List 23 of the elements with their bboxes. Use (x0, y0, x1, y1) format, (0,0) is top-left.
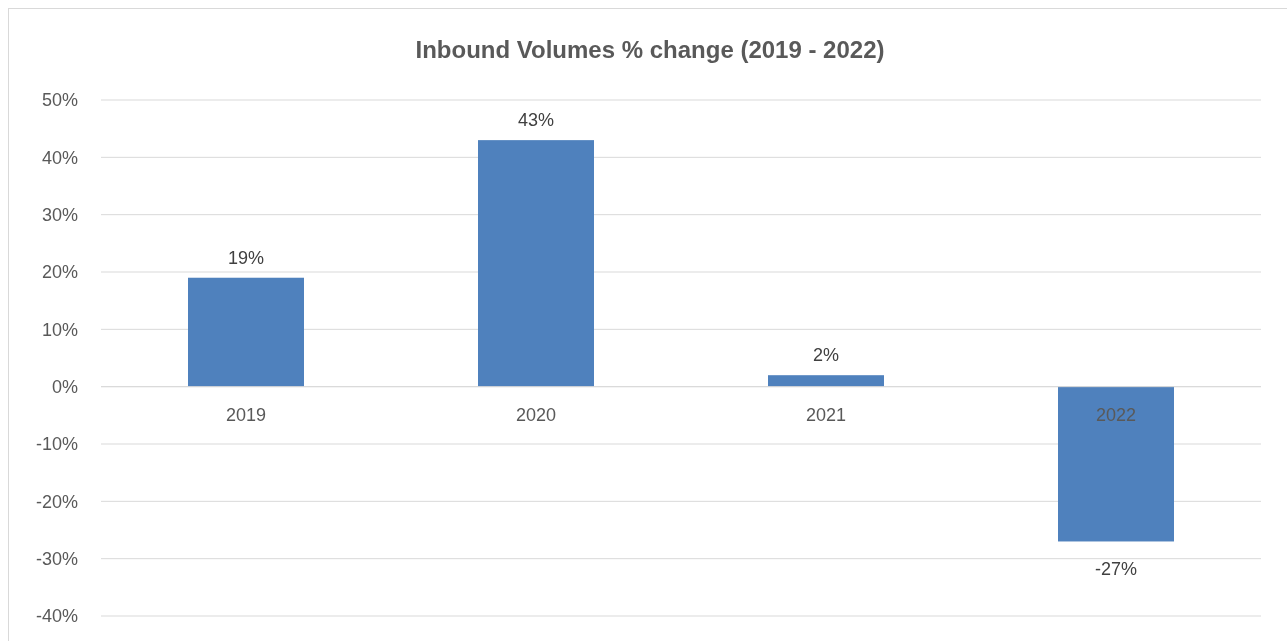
data-label: -27% (1094, 559, 1138, 580)
bar (478, 140, 594, 387)
y-tick-label: -40% (35, 606, 78, 627)
x-tick-label: 2021 (805, 404, 847, 425)
x-tick-label: 2019 (225, 404, 267, 425)
chart-title: Inbound Volumes % change (2019 - 2022) (415, 36, 885, 63)
y-tick-label: -10% (35, 434, 78, 455)
y-tick-label: 0% (51, 376, 78, 397)
bar (768, 375, 884, 387)
data-label: 43% (517, 110, 555, 131)
y-tick-label: 40% (41, 147, 78, 168)
y-tick-label: 10% (41, 319, 78, 340)
y-tick-label: 30% (41, 204, 78, 225)
bar (1058, 386, 1174, 542)
x-tick-label: 2020 (515, 404, 557, 425)
bar (188, 277, 304, 387)
y-tick-label: 20% (41, 262, 78, 283)
x-tick-label: 2022 (1095, 404, 1137, 425)
y-tick-label: -20% (35, 491, 78, 512)
y-tick-label: -30% (35, 548, 78, 569)
data-label: 2% (812, 345, 840, 366)
y-tick-label: 50% (41, 90, 78, 111)
data-label: 19% (227, 247, 265, 268)
